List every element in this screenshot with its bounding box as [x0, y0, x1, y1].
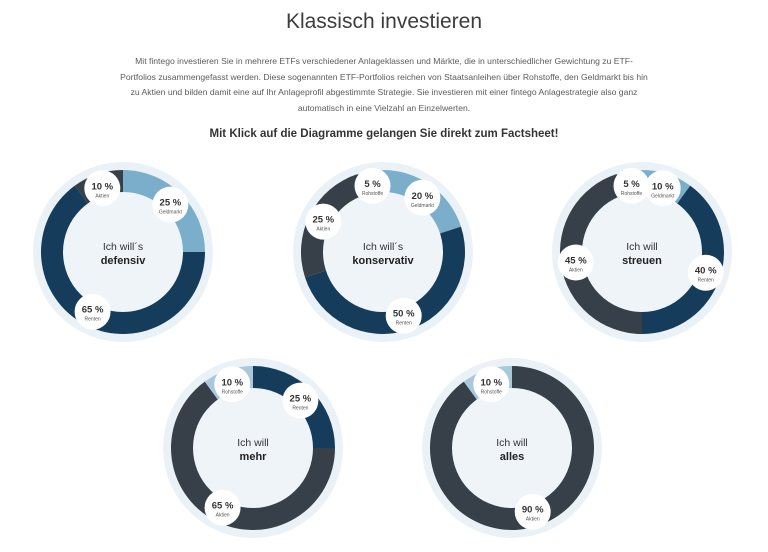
chart-center-line2: streuen	[622, 255, 662, 267]
donut-svg: Ich will alles 90 %Aktien 10 %Rohstoffe	[422, 358, 602, 538]
badge-circle	[84, 170, 121, 207]
badge-value: 20 %	[412, 191, 434, 202]
chart-streuen[interactable]: Ich will streuen 10 % Geldmarkt 40 % Renten 45…	[550, 160, 734, 344]
chart-mehr[interactable]: Ich will mehr 25 % Renten 65 % Aktien 10 % Rohs…	[161, 356, 345, 540]
badge-label: Geldmarkt	[159, 210, 183, 216]
badge-label: Renten	[396, 321, 412, 327]
badge-renten: 65 %Renten	[74, 293, 111, 330]
badge-label: Aktien	[569, 267, 583, 273]
badge-renten: 25 %Renten	[282, 382, 319, 419]
badge-rohstoffe: 5 %Rohstoffe	[354, 167, 391, 204]
donut-svg: Ich will streuen 10 %Geldmarkt 40 %Renten 45…	[552, 162, 732, 342]
badge-geldmarkt: 20 %Geldmarkt	[404, 179, 441, 216]
badge-circle	[514, 493, 551, 530]
badge-label: Aktien	[216, 513, 230, 519]
badge-label: Geldmarkt	[411, 203, 435, 209]
chart-center	[452, 388, 572, 508]
donut-svg: Ich will´s konservativ 20 %Geldmarkt 50 %Re…	[293, 162, 473, 342]
factsheet-hint: Mit Klick auf die Diagramme gelangen Sie…	[209, 128, 559, 140]
badge-value: 10 %	[480, 377, 502, 388]
chart-center-line1: Ich will´s	[103, 241, 143, 253]
badge-label: Geldmarkt	[651, 193, 675, 199]
badge-label: Aktien	[316, 227, 330, 233]
badge-circle	[404, 179, 441, 216]
badge-circle	[687, 254, 724, 291]
badge-rohstoffe: 10 %Rohstoffe	[473, 366, 510, 403]
badge-label: Rohstoffe	[481, 389, 503, 395]
chart-center-line2: defensiv	[101, 255, 147, 267]
chart-center	[323, 192, 443, 312]
badge-value: 50 %	[393, 309, 415, 320]
chart-defensiv[interactable]: Ich will´s defensiv 25 % Geldmarkt 65 % Rente…	[31, 160, 215, 344]
badge-circle	[644, 170, 681, 207]
badge-rohstoffe: 10 %Rohstoffe	[214, 366, 251, 403]
badge-value: 65 %	[212, 501, 234, 512]
chart-center-line1: Ich will´s	[363, 241, 403, 253]
badge-value: 10 %	[652, 181, 674, 192]
badge-renten: 40 %Renten	[687, 254, 724, 291]
badge-circle	[204, 489, 241, 526]
badge-label: Rohstoffe	[362, 191, 384, 197]
badge-label: Renten	[698, 278, 714, 284]
chart-center	[193, 388, 313, 508]
badge-circle	[282, 382, 319, 419]
badge-value: 25 %	[312, 215, 334, 226]
chart-konservativ[interactable]: Ich will´s konservativ 20 % Geldmarkt 50 % Re…	[291, 160, 475, 344]
badge-value: 5 %	[364, 179, 381, 190]
badge-label: Rohstoffe	[621, 191, 643, 197]
badge-circle	[74, 293, 111, 330]
badge-value: 40 %	[695, 266, 717, 277]
badge-label: Renten	[85, 317, 101, 323]
donut-svg: Ich will´s defensiv 25 %Geldmarkt 65 %Rente…	[33, 162, 213, 342]
badge-renten: 50 %Renten	[385, 297, 422, 334]
badge-value: 5 %	[623, 179, 640, 190]
badge-geldmarkt: 10 %Geldmarkt	[644, 170, 681, 207]
chart-center-line2: alles	[500, 451, 524, 463]
badge-aktien: 25 %Aktien	[305, 203, 342, 240]
intro-text: Mit fintego investieren Sie in mehrere E…	[120, 56, 648, 113]
badge-aktien: 10 %Aktien	[84, 170, 121, 207]
badge-circle	[385, 297, 422, 334]
badge-aktien: 90 %Aktien	[514, 493, 551, 530]
chart-center-line1: Ich will	[626, 241, 658, 253]
chart-center	[63, 192, 183, 312]
badge-circle	[354, 167, 391, 204]
chart-center-line2: konservativ	[352, 255, 414, 267]
badge-circle	[152, 186, 189, 223]
badge-value: 25 %	[160, 198, 182, 209]
chart-alles[interactable]: Ich will alles 90 % Aktien 10 % Rohstoffe	[420, 356, 604, 540]
chart-center-line1: Ich will	[496, 437, 528, 449]
badge-label: Aktien	[526, 517, 540, 523]
badge-value: 10 %	[91, 181, 113, 192]
badge-value: 90 %	[522, 505, 544, 516]
chart-center-line2: mehr	[240, 451, 268, 463]
donut-svg: Ich will mehr 25 %Renten 65 %Aktien 10 %Rohs…	[163, 358, 343, 538]
badge-value: 65 %	[82, 305, 104, 316]
badge-aktien: 45 %Aktien	[557, 244, 594, 281]
badge-value: 25 %	[290, 394, 312, 405]
badge-circle	[305, 203, 342, 240]
badge-label: Renten	[292, 406, 308, 412]
badge-circle	[473, 366, 510, 403]
badge-value: 10 %	[221, 377, 243, 388]
badge-circle	[613, 167, 650, 204]
badge-aktien: 65 %Aktien	[204, 489, 241, 526]
badge-geldmarkt: 25 %Geldmarkt	[152, 186, 189, 223]
badge-value: 45 %	[565, 255, 587, 266]
chart-center	[582, 192, 702, 312]
badge-label: Rohstoffe	[222, 389, 244, 395]
chart-center-line1: Ich will	[237, 437, 269, 449]
badge-label: Aktien	[95, 193, 109, 199]
page-title: Klassisch investieren	[285, 10, 483, 33]
badge-circle	[557, 244, 594, 281]
badge-circle	[214, 366, 251, 403]
badge-rohstoffe: 5 %Rohstoffe	[613, 167, 650, 204]
